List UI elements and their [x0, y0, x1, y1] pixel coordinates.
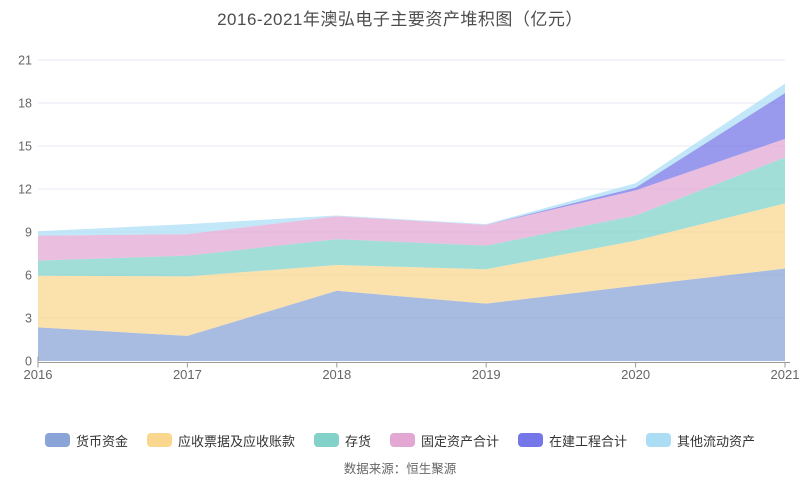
legend-label: 其他流动资产	[677, 433, 756, 449]
x-tick-label-2021: 2021	[771, 367, 800, 382]
legend-item-3[interactable]: 固定资产合计	[390, 431, 499, 450]
legend-swatch-icon	[313, 433, 339, 447]
y-tick-label-12: 12	[18, 183, 32, 197]
legend-swatch-icon	[390, 433, 415, 447]
y-tick-label-0: 0	[25, 355, 32, 369]
x-tick-label-2016: 2016	[24, 367, 53, 382]
chart-legend: 货币资金 应收票据及应收账款 存货 固定资产合计 在建工程合计 其他流动资产	[0, 430, 800, 450]
area-band-series-2	[38, 157, 785, 277]
data-source-caption: 数据来源：恒生聚源	[343, 462, 457, 476]
legend-item-2[interactable]: 存货	[313, 431, 371, 450]
x-tick-label-2020: 2020	[621, 367, 650, 382]
y-tick-label-3: 3	[25, 312, 32, 326]
y-tick-label-9: 9	[25, 226, 32, 240]
legend-label: 在建工程合计	[549, 433, 628, 449]
area-band-series-0	[38, 268, 785, 361]
legend-swatch-icon	[646, 433, 672, 447]
legend-item-0[interactable]: 货币资金	[44, 431, 128, 450]
x-tick-label-2017: 2017	[173, 367, 202, 382]
y-tick-label-21: 21	[18, 54, 32, 68]
legend-label: 货币资金	[75, 433, 128, 449]
area-band-series-1	[38, 203, 785, 336]
legend-item-4[interactable]: 在建工程合计	[518, 431, 627, 450]
stacked-area-chart: 2016 2017 2018 2019 2020 2021 0 3 6 9 12 15 18 21	[18, 54, 800, 383]
legend-item-5[interactable]: 其他流动资产	[646, 431, 755, 450]
x-tick-label-2018: 2018	[322, 367, 351, 382]
legend-label: 应收票据及应收账款	[177, 433, 295, 449]
area-band-series-3	[38, 138, 785, 261]
legend-label: 存货	[344, 433, 371, 449]
legend-swatch-icon	[44, 433, 70, 447]
legend-item-1[interactable]: 应收票据及应收账款	[146, 431, 295, 450]
y-tick-label-15: 15	[18, 140, 32, 154]
legend-label: 固定资产合计	[421, 433, 500, 449]
x-tick-label-2019: 2019	[472, 367, 501, 382]
chart-title: 2016-2021年澳弘电子主要资产堆积图（亿元）	[217, 10, 583, 29]
y-tick-label-6: 6	[25, 269, 32, 283]
legend-swatch-icon	[518, 433, 544, 447]
y-tick-label-18: 18	[18, 97, 32, 111]
legend-swatch-icon	[146, 433, 172, 447]
